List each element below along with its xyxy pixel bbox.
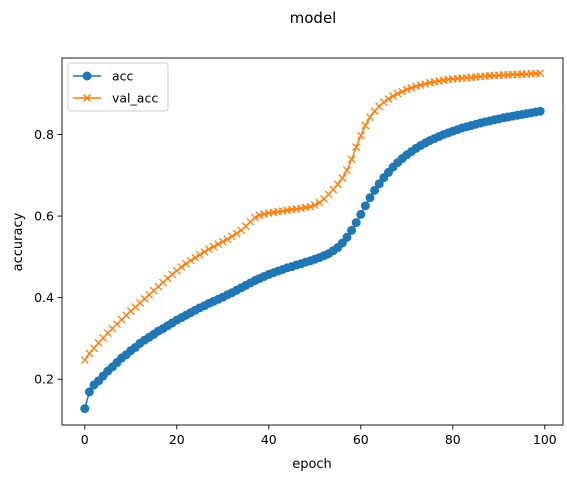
plot-area — [62, 58, 563, 425]
data-point-val-acc — [232, 229, 241, 238]
data-point-val-acc — [209, 242, 218, 251]
data-point-val-acc — [205, 245, 213, 254]
legend-frame — [67, 62, 169, 112]
legend: acc val_acc — [67, 62, 169, 112]
data-point-val-acc — [343, 166, 351, 175]
data-point-val-acc — [218, 237, 227, 246]
x-tick-label: 60 — [353, 432, 369, 447]
data-point-val-acc — [172, 266, 181, 275]
x-tick-label: 20 — [169, 432, 185, 447]
data-point-acc — [360, 201, 370, 211]
data-point-val-acc — [379, 98, 388, 107]
data-point-acc — [84, 387, 94, 397]
data-point-acc — [356, 209, 366, 219]
y-tick-label: 0.6 — [34, 209, 54, 224]
data-point-val-acc — [398, 87, 407, 96]
data-point-acc — [347, 225, 357, 235]
data-point-val-acc — [338, 174, 347, 183]
x-tick-label: 100 — [533, 432, 557, 447]
x-tick-label: 80 — [445, 432, 461, 447]
plot-frame — [61, 57, 564, 426]
data-point-val-acc — [223, 235, 232, 244]
y-tick-label: 0.2 — [34, 372, 54, 387]
data-point-val-acc — [536, 69, 545, 78]
chart-title: model — [290, 9, 337, 27]
data-point-acc — [374, 179, 384, 189]
data-point-val-acc — [356, 131, 365, 140]
y-tick-label: 0.4 — [34, 290, 54, 305]
y-axis-ticks: 0.2 0.4 0.6 0.8 — [34, 127, 62, 387]
x-tick-label: 0 — [81, 432, 89, 447]
data-point-acc — [535, 106, 545, 116]
data-point-val-acc — [191, 253, 200, 262]
data-point-val-acc — [177, 263, 186, 272]
legend-marker-val-acc — [82, 93, 92, 103]
data-point-val-acc — [402, 85, 411, 94]
legend-label-acc: acc — [112, 69, 134, 84]
y-tick-label: 0.8 — [34, 127, 54, 142]
data-point-val-acc — [412, 82, 420, 91]
x-axis-label: epoch — [292, 457, 332, 472]
legend-label-val-acc: val_acc — [112, 91, 158, 106]
x-axis-ticks: 0 20 40 60 80 100 — [81, 425, 557, 447]
x-tick-label: 40 — [261, 432, 277, 447]
data-point-acc — [370, 185, 380, 195]
data-point-val-acc — [352, 143, 361, 152]
data-point-val-acc — [384, 95, 393, 103]
data-point-acc — [80, 404, 90, 414]
y-axis-label: accuracy — [11, 212, 26, 271]
data-point-acc — [342, 232, 352, 242]
data-point-val-acc — [306, 202, 315, 211]
data-point-val-acc — [366, 113, 374, 122]
series-layer — [80, 69, 545, 414]
data-point-val-acc — [361, 121, 370, 130]
data-point-val-acc — [251, 213, 259, 222]
data-point-val-acc — [195, 250, 204, 259]
data-point-val-acc — [407, 84, 416, 92]
data-point-val-acc — [416, 81, 425, 90]
data-point-val-acc — [347, 155, 356, 164]
data-point-val-acc — [200, 248, 209, 256]
data-point-val-acc — [389, 92, 397, 101]
data-point-val-acc — [315, 198, 324, 207]
data-point-val-acc — [310, 201, 319, 210]
data-point-val-acc — [255, 211, 264, 220]
legend-marker-acc — [82, 71, 92, 81]
data-point-val-acc — [393, 89, 402, 98]
data-point-val-acc — [421, 79, 430, 88]
data-point-val-acc — [168, 270, 177, 279]
data-point-acc — [351, 218, 361, 228]
data-point-val-acc — [182, 259, 190, 268]
data-point-acc — [365, 193, 375, 203]
data-point-val-acc — [80, 356, 89, 365]
data-point-val-acc — [333, 180, 342, 189]
data-point-val-acc — [186, 256, 195, 265]
data-point-val-acc — [214, 240, 223, 249]
data-point-val-acc — [228, 232, 236, 241]
